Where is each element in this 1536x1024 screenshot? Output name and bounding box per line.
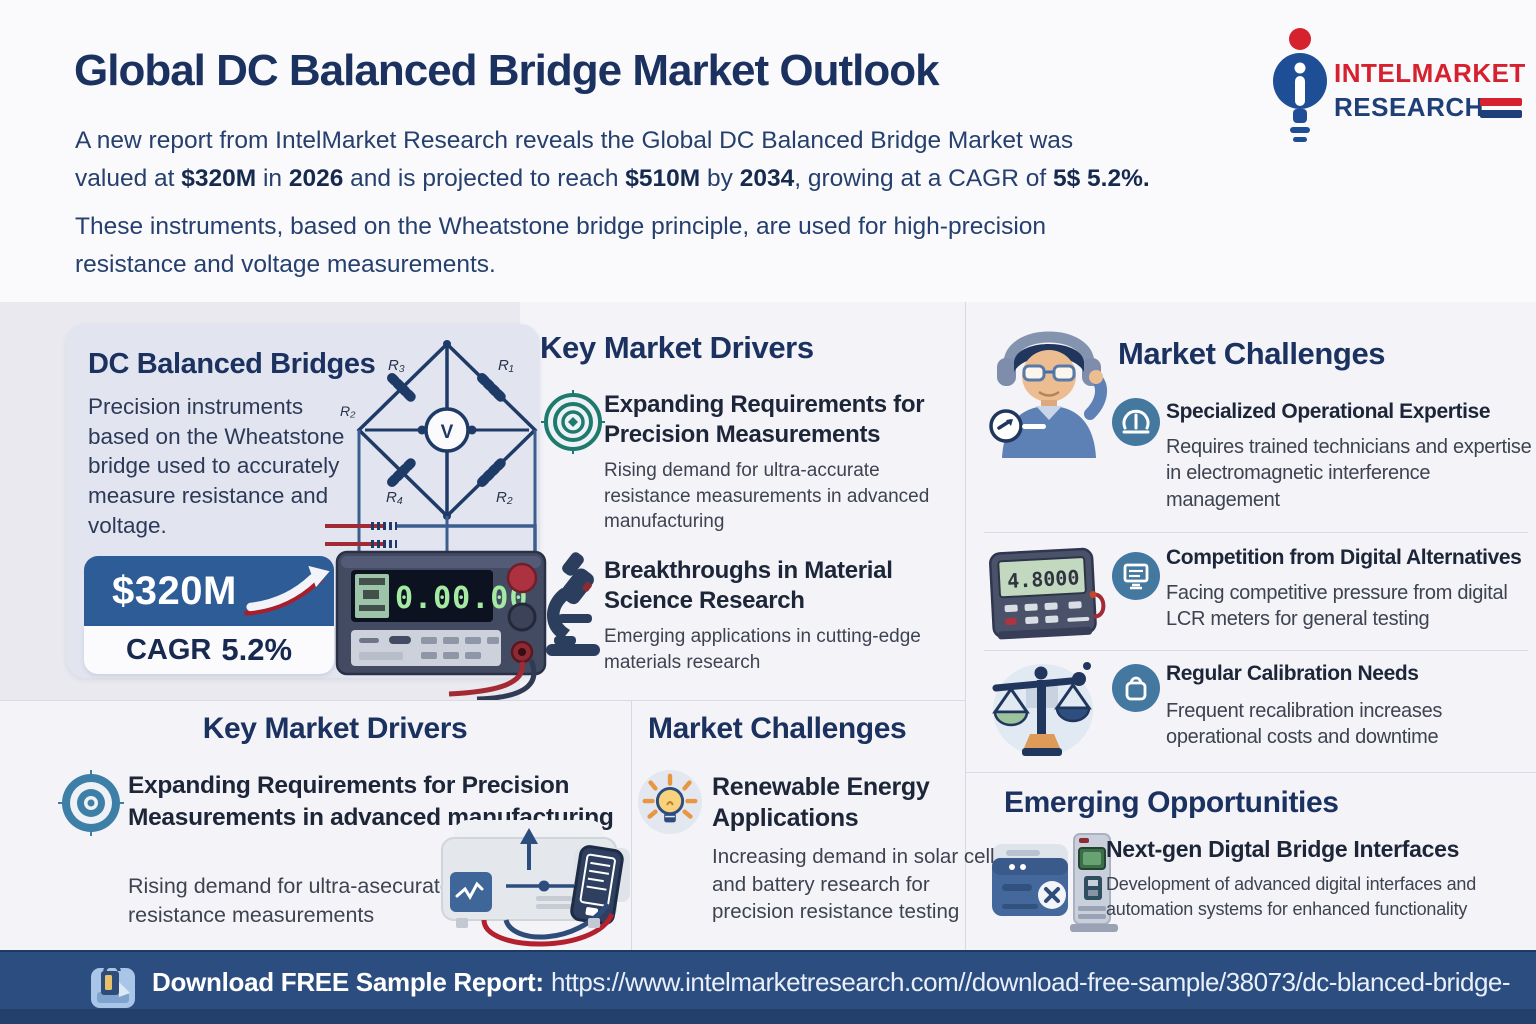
- market-challenges-2-title: Market Challenges: [648, 712, 907, 745]
- digital-bridge-device-illustration: [992, 833, 1118, 932]
- lcr-meter-illustration: 4.8000: [989, 547, 1106, 640]
- intro-paragraph: A new report from IntelMarket Research r…: [75, 127, 1150, 192]
- challenge-1-sub: Requires trained technicians and experti…: [1166, 436, 1532, 511]
- key-drivers-title: Key Market Drivers: [540, 330, 814, 365]
- emerging-heading: Next-gen Digtal Bridge Interfaces: [1106, 836, 1460, 862]
- footer-strip: [0, 1009, 1536, 1024]
- overview-card-description: Precision instruments based on the Wheat…: [88, 394, 345, 538]
- market-value-banner: $320M: [84, 556, 334, 626]
- intelmarket-research-logo: INTELMARKET RESEARCH: [1273, 28, 1526, 142]
- logo-line2: RESEARCH: [1334, 92, 1484, 122]
- divider-vertical-bottom: [631, 700, 632, 950]
- wheatstone-bridge-diagram: V R₃ R₁ R₂ R₄ R₂: [340, 340, 540, 567]
- driver-bottom-sub: Rising demand for ultra-asecurate resist…: [128, 874, 452, 928]
- bridge-label-r2: R₂: [496, 489, 513, 506]
- lcr-display: 4.8000: [1007, 565, 1080, 593]
- balance-scale-illustration: [992, 662, 1093, 756]
- target-icon: [541, 390, 605, 454]
- key-drivers-panel: [520, 302, 965, 700]
- driver-1-heading: Expanding Requirements for Precision Mea…: [604, 391, 925, 448]
- bridge-label-r4: R₄: [386, 489, 403, 506]
- market-challenges-title: Market Challenges: [1118, 336, 1386, 371]
- logo-line1: INTELMARKET: [1334, 58, 1526, 88]
- divider-horizontal-left: [0, 700, 965, 701]
- challenge-3-sub: Frequent recalibration increases operati…: [1166, 700, 1443, 749]
- divider-challenge-2: [984, 650, 1528, 651]
- lightbulb-i-logo-icon: [1273, 28, 1327, 142]
- footer-download-line: Download FREE Sample Report: https://www…: [152, 967, 1511, 998]
- challenge-2-sub: Facing competitive pressure from digital…: [1166, 582, 1508, 631]
- market-value: $320M: [112, 568, 237, 613]
- subtitle-paragraph: These instruments, based on the Wheatsto…: [75, 213, 1047, 278]
- divider-emerging: [966, 772, 1536, 773]
- cagr-value: 5.2%: [221, 632, 293, 667]
- digital-multimeter-illustration: 0.00.00: [325, 522, 547, 700]
- lightbulb-icon: [637, 769, 703, 835]
- target-icon: [58, 770, 124, 836]
- gauge-icon: [1112, 398, 1160, 446]
- test-instrument-illustration: [441, 820, 630, 947]
- driver-2-sub: Emerging applications in cutting-edge ma…: [604, 626, 921, 673]
- download-label: Download FREE Sample Report:: [152, 967, 544, 997]
- challenge-renewable-sub: Increasing demand in solar cell and batt…: [712, 845, 995, 924]
- challenge-1-heading: Specialized Operational Expertise: [1166, 400, 1491, 423]
- challenge-renewable-heading: Renewable Energy Applications: [712, 773, 930, 833]
- overview-card-title: DC Balanced Bridges: [88, 348, 376, 380]
- challenge-2-heading: Competition from Digital Alternatives: [1166, 546, 1522, 569]
- voltmeter-label: V: [441, 422, 454, 443]
- page-title: Global DC Balanced Bridge Market Outlook: [74, 46, 940, 95]
- bridge-label-r1: R₁: [498, 357, 514, 374]
- emerging-title: Emerging Opportunities: [1004, 786, 1339, 819]
- cagr-badge: CAGR 5.2%: [84, 626, 334, 674]
- cagr-label: CAGR: [125, 633, 212, 666]
- challenge-3-heading: Regular Calibration Needs: [1166, 662, 1419, 685]
- divider-challenge-1: [984, 532, 1528, 533]
- monitor-icon: [1112, 552, 1160, 600]
- driver-1-sub: Rising demand for ultra-accurate resista…: [604, 460, 930, 533]
- bag-icon: [1112, 664, 1160, 712]
- divider-vertical-right: [965, 302, 966, 950]
- bridge-label-r3: R₃: [388, 357, 405, 374]
- microscope-icon: [546, 552, 600, 656]
- growth-arrow-icon: [243, 565, 330, 616]
- download-url[interactable]: https://www.intelmarketresearch.com//dow…: [550, 967, 1511, 997]
- support-technician-illustration: [989, 331, 1108, 458]
- emerging-sub: Development of advanced digital interfac…: [1106, 874, 1477, 920]
- driver-2-heading: Breakthroughs in Material Science Resear…: [604, 557, 893, 614]
- bridge-label-left: R₂: [340, 403, 356, 419]
- download-icon: [91, 964, 135, 1008]
- key-drivers-2-title: Key Market Drivers: [202, 712, 468, 745]
- multimeter-display: 0.00.00: [395, 581, 528, 616]
